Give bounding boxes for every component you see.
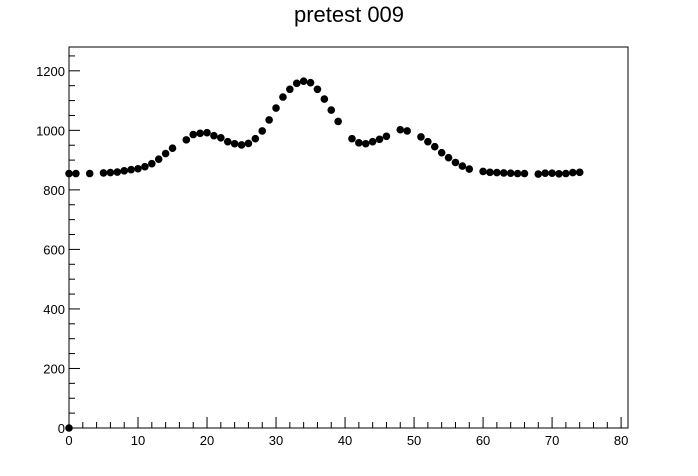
data-point bbox=[106, 168, 115, 177]
plot-frame bbox=[68, 46, 629, 429]
x-tick-label: 10 bbox=[131, 433, 145, 448]
data-point bbox=[203, 128, 211, 137]
y-tick-label: 800 bbox=[43, 183, 65, 198]
x-tick-label: 80 bbox=[614, 433, 628, 448]
data-point bbox=[237, 141, 246, 149]
x-tick-label: 30 bbox=[269, 433, 283, 448]
data-point bbox=[348, 134, 356, 143]
data-point bbox=[506, 169, 515, 178]
x-tick-label: 70 bbox=[545, 433, 559, 448]
x-tick-label: 40 bbox=[338, 433, 352, 448]
data-point bbox=[154, 155, 163, 164]
y-tick-label: 1200 bbox=[36, 64, 65, 79]
data-point bbox=[396, 125, 405, 134]
y-tick-label: 200 bbox=[43, 361, 65, 376]
data-point bbox=[272, 104, 280, 112]
data-point bbox=[306, 78, 315, 87]
data-point bbox=[168, 144, 177, 153]
data-point bbox=[99, 169, 108, 177]
data-point bbox=[479, 167, 487, 176]
x-tick-label: 50 bbox=[407, 433, 421, 448]
data-point bbox=[444, 153, 453, 162]
data-point bbox=[568, 168, 577, 177]
data-point bbox=[520, 169, 529, 178]
data-point bbox=[355, 139, 363, 147]
data-point bbox=[120, 167, 129, 175]
data-point bbox=[361, 139, 370, 148]
data-point bbox=[299, 77, 308, 86]
data-point bbox=[555, 170, 563, 178]
data-point bbox=[182, 136, 191, 144]
data-point bbox=[548, 169, 556, 178]
data-point bbox=[382, 132, 391, 141]
data-point bbox=[292, 79, 301, 88]
data-point bbox=[437, 148, 446, 157]
y-tick-label: 1000 bbox=[36, 123, 65, 138]
data-point bbox=[127, 165, 135, 174]
data-point bbox=[210, 131, 218, 140]
data-point bbox=[465, 165, 474, 173]
y-tick-label: 600 bbox=[43, 242, 65, 257]
data-point bbox=[334, 117, 342, 126]
data-point bbox=[541, 169, 549, 178]
data-point bbox=[486, 168, 494, 177]
data-point bbox=[279, 93, 287, 101]
data-point bbox=[513, 169, 522, 178]
x-tick-label: 60 bbox=[476, 433, 490, 448]
data-point bbox=[368, 137, 377, 146]
data-point bbox=[451, 158, 460, 167]
data-point bbox=[403, 127, 411, 135]
data-point bbox=[223, 137, 232, 146]
data-point bbox=[65, 169, 73, 178]
data-point bbox=[189, 130, 198, 139]
data-point bbox=[65, 424, 73, 432]
chart-title: pretest 009 bbox=[293, 2, 405, 27]
x-axis: 0 10 20 30 40 50 60 70 80 bbox=[65, 417, 628, 448]
data-point bbox=[313, 85, 322, 94]
data-point bbox=[251, 134, 260, 143]
data-point bbox=[320, 95, 329, 103]
data-point bbox=[375, 135, 384, 144]
data-point bbox=[430, 142, 439, 151]
data-point bbox=[575, 168, 584, 177]
data-point bbox=[534, 170, 543, 178]
data-point bbox=[196, 129, 204, 138]
data-point bbox=[424, 137, 432, 146]
y-tick-label: 0 bbox=[58, 421, 65, 436]
data-point bbox=[161, 149, 170, 158]
data-point bbox=[493, 168, 501, 177]
data-point bbox=[244, 139, 253, 148]
data-point bbox=[458, 162, 467, 170]
y-tick-label: 400 bbox=[43, 302, 65, 317]
data-point bbox=[562, 169, 570, 178]
data-point bbox=[230, 139, 239, 148]
data-point bbox=[72, 169, 80, 178]
data-point bbox=[417, 133, 425, 141]
x-tick-label: 0 bbox=[65, 433, 72, 448]
data-point bbox=[85, 169, 94, 178]
data-point bbox=[327, 106, 336, 114]
data-point bbox=[134, 164, 142, 173]
data-point bbox=[141, 162, 149, 171]
x-tick-label: 20 bbox=[200, 433, 214, 448]
data-point bbox=[265, 116, 273, 124]
y-axis: 0 200 400 600 800 1000 1200 bbox=[36, 55, 80, 436]
data-point bbox=[113, 168, 122, 176]
data-point bbox=[286, 85, 294, 94]
data-markers bbox=[65, 77, 584, 432]
data-point bbox=[499, 169, 508, 177]
data-point bbox=[258, 127, 267, 135]
data-point bbox=[148, 159, 156, 168]
data-point bbox=[217, 133, 225, 142]
